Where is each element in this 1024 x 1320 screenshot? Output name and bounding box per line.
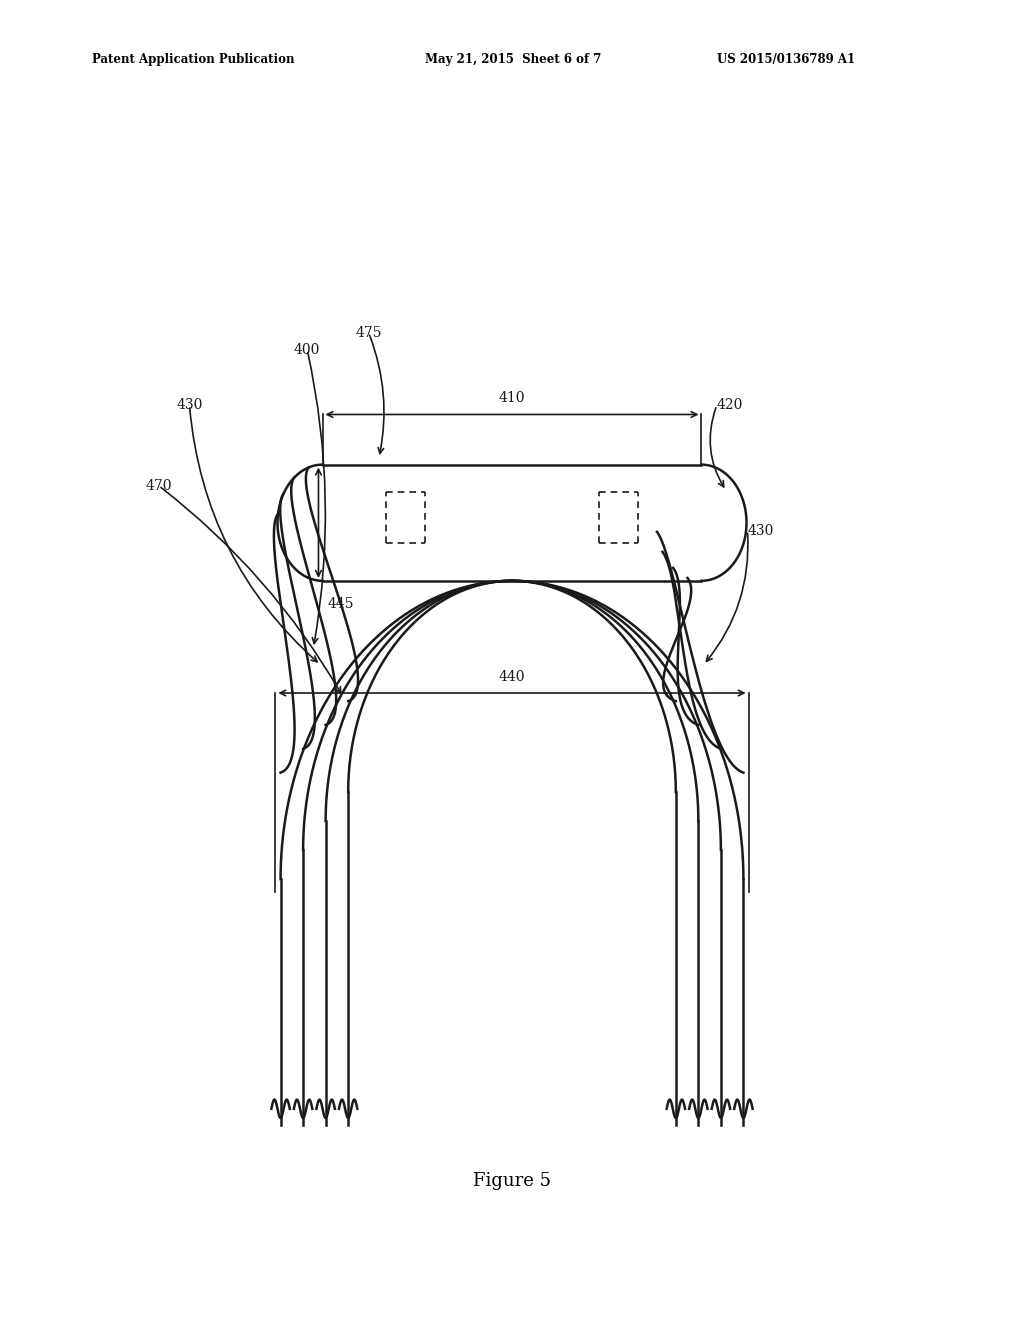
Text: 400: 400: [294, 343, 321, 356]
Text: 445: 445: [328, 597, 354, 611]
Text: US 2015/0136789 A1: US 2015/0136789 A1: [717, 53, 855, 66]
Text: 430: 430: [176, 399, 203, 412]
Text: 440: 440: [499, 669, 525, 684]
Text: Patent Application Publication: Patent Application Publication: [92, 53, 295, 66]
Text: 420: 420: [717, 399, 743, 412]
Text: May 21, 2015  Sheet 6 of 7: May 21, 2015 Sheet 6 of 7: [425, 53, 601, 66]
Text: 470: 470: [145, 479, 172, 492]
Text: 475: 475: [355, 326, 382, 339]
Text: Figure 5: Figure 5: [473, 1172, 551, 1191]
Text: 410: 410: [499, 391, 525, 405]
Text: 430: 430: [748, 524, 774, 537]
